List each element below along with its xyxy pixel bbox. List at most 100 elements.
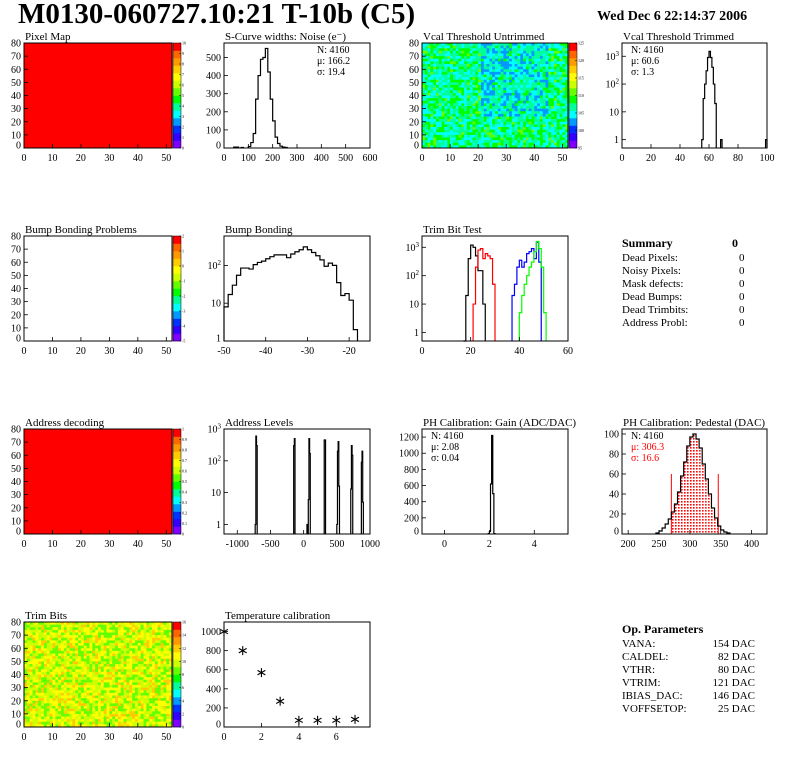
heatmap-cell (433, 137, 437, 141)
heatmap-cell (26, 687, 30, 691)
heatmap-cell (100, 687, 104, 691)
heatmap-cell (551, 66, 555, 70)
heatmap-cell (89, 700, 93, 704)
heatmap-cell (63, 685, 67, 688)
heatmap-cell (525, 145, 529, 149)
heatmap-cell (562, 74, 566, 78)
heatmap-cell (534, 61, 538, 65)
heatmap-cell (489, 61, 493, 65)
heatmap-cell (160, 653, 164, 657)
heatmap-cell (553, 71, 558, 75)
heatmap-cell (551, 111, 555, 115)
heatmap-cell (98, 664, 102, 667)
heatmap-cell (427, 132, 431, 136)
heatmap-cell (29, 656, 33, 660)
heatmap-cell (506, 121, 510, 125)
heatmap-cell (49, 632, 53, 636)
heatmap-cell (444, 142, 448, 146)
heatmap-cell (427, 100, 431, 104)
heatmap-cell (58, 671, 62, 675)
heatmap-cell (38, 658, 42, 662)
heatmap-cell (478, 85, 482, 88)
heatmap-cell (123, 713, 127, 717)
heatmap-cell (123, 658, 127, 662)
heatmap-cell (424, 132, 428, 136)
heatmap-cell (514, 58, 518, 62)
heatmap-cell (551, 137, 555, 141)
heatmap-cell (149, 721, 153, 725)
heatmap-cell (528, 127, 532, 130)
heatmap-cell (492, 127, 496, 130)
heatmap-cell (49, 664, 53, 667)
heatmap-cell (32, 700, 36, 704)
heatmap-cell (517, 48, 521, 52)
heatmap-cell (497, 90, 501, 94)
heatmap-cell (32, 666, 36, 670)
heatmap-cell (29, 637, 33, 641)
heatmap-cell (447, 142, 451, 146)
x-tick-label: 400 (314, 153, 329, 164)
heatmap-cell (117, 721, 122, 725)
heatmap-cell (35, 666, 39, 670)
heatmap-cell (424, 95, 428, 99)
heatmap-cell (427, 48, 431, 52)
heatmap-cell (433, 64, 437, 67)
heatmap-cell (132, 706, 136, 709)
heatmap-cell (520, 92, 524, 96)
heatmap-cell (537, 121, 541, 125)
heatmap-cell (430, 129, 434, 133)
heatmap-cell (520, 87, 524, 91)
heatmap-cell (24, 706, 28, 709)
heatmap-cell (66, 721, 70, 725)
heatmap-cell (495, 87, 499, 91)
heatmap-cell (66, 674, 70, 678)
heatmap-cell (75, 658, 79, 662)
heatmap-cell (55, 713, 59, 717)
heatmap-cell (458, 98, 462, 102)
heatmap-cell (444, 82, 448, 86)
heatmap-cell (92, 666, 96, 670)
heatmap-cell (422, 50, 426, 54)
heatmap-cell (430, 87, 434, 91)
heatmap-cell (135, 679, 139, 683)
heatmap-cell (66, 637, 70, 641)
y-tick-label: 60 (11, 644, 21, 655)
heatmap-cell (41, 692, 45, 696)
heatmap-cell (38, 656, 42, 660)
heatmap-cell (483, 113, 487, 117)
heatmap-cell (140, 653, 144, 657)
heatmap-cell (49, 677, 53, 681)
heatmap-cell (464, 69, 468, 73)
heatmap-cell (464, 71, 468, 75)
heatmap-cell (433, 74, 437, 78)
heatmap-cell (146, 645, 150, 649)
heatmap-cell (98, 671, 102, 675)
color-palette-swatch (569, 58, 577, 66)
heatmap-cell (58, 687, 62, 691)
x-tick-label: 500 (338, 153, 353, 164)
heatmap-cell (109, 635, 113, 639)
heatmap-cell (500, 129, 504, 133)
heatmap-cell (466, 124, 471, 128)
heatmap-cell (126, 666, 130, 670)
y-tick-label: 0 (16, 141, 21, 152)
heatmap-cell (49, 648, 53, 652)
heatmap-cell (483, 95, 487, 99)
heatmap-cell (106, 703, 110, 707)
heatmap-cell (525, 43, 529, 46)
heatmap-cell (140, 669, 144, 673)
heatmap-cell (35, 685, 39, 688)
y-tick-label: 10 (211, 299, 221, 310)
heatmap-cell (41, 708, 45, 712)
heatmap-cell (26, 653, 30, 657)
heatmap-cell (455, 85, 459, 88)
heatmap-cell (160, 664, 164, 667)
heatmap-cell (553, 92, 558, 96)
heatmap-cell (52, 708, 56, 712)
heatmap-cell (117, 690, 122, 694)
heatmap-cell (120, 624, 124, 628)
fit-region-bar (711, 508, 715, 534)
plot-frame (23, 235, 173, 342)
heatmap-cell (117, 669, 122, 673)
heatmap-cell (24, 721, 28, 725)
